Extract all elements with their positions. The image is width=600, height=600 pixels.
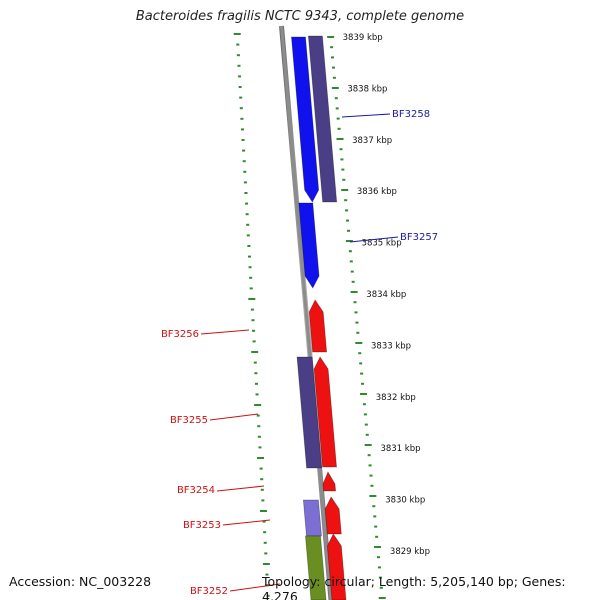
gene-label-leader [229, 583, 281, 592]
gene-block-reverse [308, 299, 328, 353]
gene-block-reverse [322, 471, 337, 492]
gene-label: BF3256 [161, 329, 199, 340]
gene-label-leader [349, 236, 399, 243]
kbp-tick-label: 3829 kbp [390, 547, 430, 557]
gene-label-leader [222, 519, 271, 526]
cds-block [296, 356, 323, 469]
cds-block [302, 499, 322, 537]
gene-label-leader [341, 113, 391, 118]
kbp-tick-label: 3836 kbp [357, 187, 397, 197]
gene-label: BF3258 [392, 109, 430, 120]
kbp-tick-label: 3839 kbp [343, 33, 383, 43]
gene-block-forward [298, 202, 320, 289]
kbp-tick-label: 3830 kbp [385, 496, 425, 506]
gene-label: BF3254 [177, 485, 215, 496]
gene-label: BF3252 [190, 586, 228, 597]
gene-block-reverse [313, 356, 337, 468]
map-title: Bacteroides fragilis NCTC 9343, complete… [135, 9, 465, 24]
gene-label: BF3253 [183, 520, 221, 531]
cds-block [307, 35, 338, 203]
dna-backbone-core [280, 25, 333, 600]
gene-label-leader [216, 485, 265, 492]
kbp-tick-label: 3832 kbp [376, 393, 416, 403]
kbp-tick-label: 3833 kbp [371, 341, 411, 351]
gene-label-leader [200, 329, 250, 335]
accession-label: Accession: NC_003228 [9, 574, 152, 589]
gene-block-forward [291, 36, 320, 203]
rna-block [305, 535, 327, 600]
gene-block-reverse [324, 496, 342, 535]
kbp-tick-label: 3831 kbp [380, 444, 420, 454]
kbp-tick-label: 3837 kbp [352, 136, 392, 146]
gene-label: BF3257 [400, 232, 438, 243]
kbp-tick-label: 3838 kbp [347, 84, 387, 94]
gene-block-reverse [326, 533, 347, 600]
gene-label-leader [209, 413, 259, 421]
gene-label: BF3255 [170, 415, 208, 426]
kbp-tick-label: 3834 kbp [366, 290, 406, 300]
genome-info-label: Topology: circular; Length: 5,205,140 bp… [262, 574, 566, 600]
kbp-tick-label: 3835 kbp [362, 239, 402, 249]
